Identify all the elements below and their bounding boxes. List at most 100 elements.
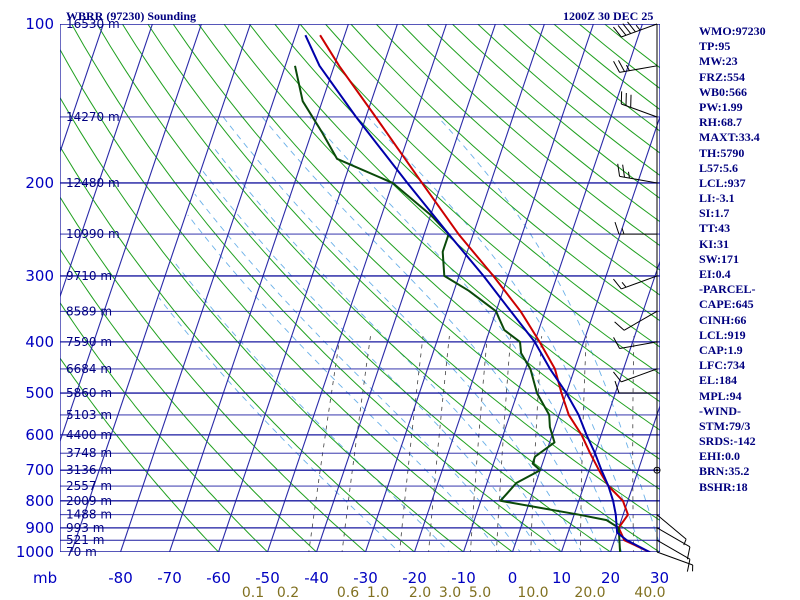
parcel-line [304,34,651,552]
mixing-ratio-label: 10.0 [517,585,548,600]
sounding-index: TT:43 [699,221,731,236]
pressure-tick-label: 400 [25,333,54,351]
dry-adiabat [578,24,660,90]
height-label: 3136 m [66,463,112,477]
wind-barb-flag [613,61,621,73]
sounding-index: CAP:1.9 [699,342,743,357]
sounding-index: RH:68.7 [699,115,742,130]
sounding-index: WMO:97230 [699,24,766,38]
isotherm [364,24,545,552]
sounding-index: CAPE:645 [699,297,754,312]
temperature-tick-label: -30 [353,569,378,587]
wind-barb-staff [621,23,658,38]
wind-barb-staff [623,310,658,331]
wind-barb-staff [619,175,658,184]
moist-adiabat [187,214,501,552]
wind-barb-flag [617,25,627,36]
wind-barb-staff [656,539,691,560]
mixing-ratio-label: 1.0 [367,585,389,600]
sounding-index: CINH:66 [699,312,747,327]
pressure-tick-label: 200 [25,174,54,192]
dry-adiabat [121,24,660,552]
wind-barb-half-flag [628,171,630,179]
sounding-index: LI:-3.1 [699,191,735,206]
height-label: 5860 m [66,386,112,400]
height-label: 6684 m [66,362,112,376]
sounding-index: MW:23 [699,54,738,69]
wind-barb-flag [614,221,620,235]
wind-barb-flag [622,23,632,34]
dry-adiabat [274,24,660,375]
isotherm [413,24,594,552]
sounding-index: BRN:35.2 [699,464,750,479]
wind-barb [620,91,658,118]
mixing-ratio-label: 0.2 [277,585,299,600]
height-label: 7590 m [66,335,112,349]
isotherm [60,24,104,154]
dry-adiabat [60,48,514,552]
wind-barb [613,368,658,383]
plot-frame [60,24,660,552]
pressure-tick-label: 1000 [16,543,54,561]
wind-barb-half-flag [621,227,625,235]
height-label: 14270 m [66,110,120,124]
dry-adiabat [172,24,660,491]
sounding-index: EL:184 [699,373,738,388]
wind-barb-staff [621,103,658,118]
wind-barb-flag [686,546,691,560]
mixing-ratio-lines [308,336,691,563]
height-label: 8589 m [66,304,112,318]
dry-adiabat [299,24,660,348]
pressure-tick-label: 900 [25,519,54,537]
sounding-index: FRZ:554 [699,69,745,84]
mixing-ratio-label: 0.6 [337,585,359,600]
moist-adiabat [172,259,450,552]
wind-barb [613,60,658,73]
wind-barb-staff [621,275,658,290]
mixing-ratio-label: 20.0 [574,585,605,600]
pressure-tick-label: 600 [25,426,54,444]
pressure-tick-label: 300 [25,267,54,285]
height-label: 521 m [66,533,104,547]
height-label: 993 m [66,521,104,535]
mixing-ratio-label: 40.0 [634,585,665,600]
wind-barb-half-flag [635,24,641,31]
dry-adiabat [60,248,318,552]
isotherms [0,12,660,563]
sounding-index: TP:95 [699,39,731,54]
wind-barb-flag [613,26,622,38]
wind-barb-staff [619,65,658,73]
wind-barbs [613,21,694,572]
mixing-ratio-line [341,336,371,552]
chart-title: WBRR (97230) Sounding [66,9,197,23]
temperature-tick-label: -20 [402,569,427,587]
wind-barb [656,551,694,572]
dry-adiabat [60,96,465,552]
height-label: 3748 m [66,446,112,460]
sounding-index: MPL:94 [699,388,742,403]
sounding-index: -PARCEL- [699,282,756,297]
sounding-index: WB0:566 [699,84,747,99]
dry-adiabats [60,24,660,552]
isotherm [609,404,660,552]
temperature-tick-label: -80 [108,569,133,587]
mixing-ratio-label: 3.0 [439,585,461,600]
axis-unit-label: mb [33,569,57,587]
pressure-tick-label: 800 [25,492,54,510]
sounding-index: SRDS:-142 [699,434,756,449]
moist-adiabat [437,116,660,548]
moist-adiabat [367,116,643,552]
height-label: 1488 m [66,508,112,522]
temperature-tick-label: -60 [206,569,231,587]
calm-wind-marker [653,466,661,474]
pressure-tick-label: 700 [25,461,54,479]
isobars [60,24,660,552]
isotherm [0,12,58,563]
wind-barb-flag [613,337,621,349]
wind-barb-staff [656,527,691,548]
sounding-indices-list: WMO:97230 TP:95 MW:23 FRZ:554 WB0:566 PW:1.99… [699,24,766,495]
wind-barb [613,275,658,290]
wind-barb [614,380,657,394]
mixing-ratio-line [684,336,691,563]
